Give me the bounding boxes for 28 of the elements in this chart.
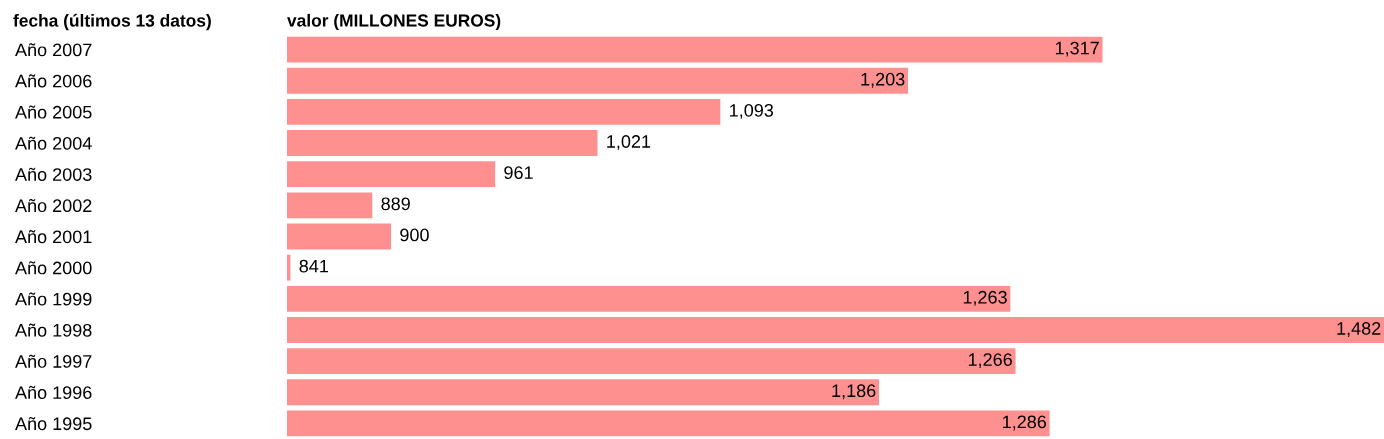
y-tick-label: Año 2006 [15, 74, 92, 88]
data-label: 889 [381, 197, 410, 211]
y-tick-label: Año 2004 [15, 136, 92, 150]
data-label: 1,093 [730, 103, 774, 119]
x-axis-title: valor (MILLONES EUROS) [287, 13, 501, 31]
data-label: 1,482 [1337, 322, 1381, 337]
data-label: 1,186 [832, 384, 876, 400]
data-label: 1,286 [1003, 415, 1047, 431]
data-label: 841 [299, 259, 328, 273]
data-label: 900 [400, 228, 429, 242]
data-label: 1,203 [861, 72, 905, 88]
y-tick-label: Año 2000 [15, 261, 92, 275]
y-tick-label: Año 2003 [15, 167, 92, 181]
y-tick-label: Año 1995 [15, 417, 92, 431]
data-label: 961 [504, 166, 533, 180]
data-label: 1,317 [1055, 41, 1099, 57]
data-label: 1,263 [963, 290, 1007, 306]
y-tick-label: Año 2002 [15, 198, 92, 213]
data-label: 1,266 [968, 353, 1012, 369]
y-tick-label: Año 1996 [15, 385, 92, 399]
y-axis-title: fecha (últimos 13 datos) [13, 13, 211, 31]
data-label: 1,021 [607, 135, 651, 151]
y-tick-label: Año 1997 [15, 354, 92, 368]
y-tick-label: Año 1998 [15, 323, 92, 337]
y-tick-label: Año 2005 [15, 105, 92, 119]
y-tick-label: Año 2001 [15, 230, 92, 244]
y-tick-label: Año 1999 [15, 292, 92, 306]
y-tick-label: Año 2007 [15, 43, 92, 57]
